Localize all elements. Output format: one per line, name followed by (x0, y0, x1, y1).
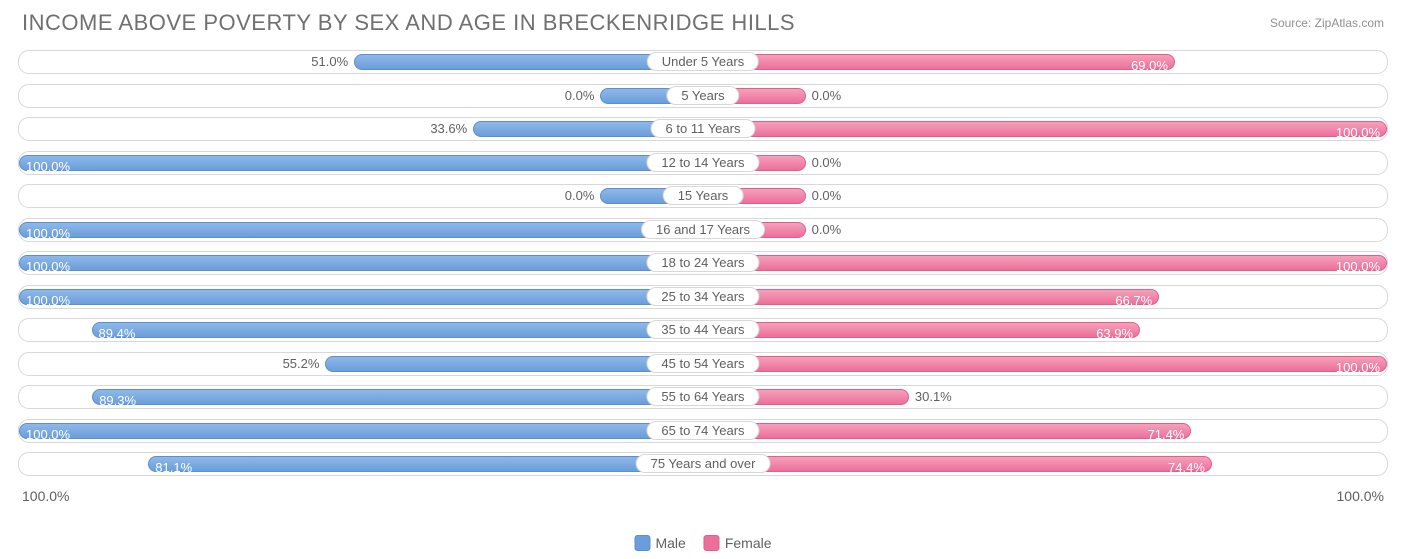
male-value: 100.0% (26, 226, 70, 241)
legend-female: Female (704, 535, 772, 551)
legend-female-label: Female (725, 535, 772, 551)
male-value: 0.0% (565, 88, 595, 103)
category-label: 35 to 44 Years (646, 320, 759, 339)
chart-row: 81.1% 74.4% 75 Years and over (18, 452, 1388, 476)
chart-row: 55.2% 100.0% 45 to 54 Years (18, 352, 1388, 376)
male-bar: 89.4% (92, 322, 703, 338)
male-swatch (634, 535, 650, 551)
female-value: 100.0% (1336, 125, 1380, 140)
chart-row: 89.3% 30.1% 55 to 64 Years (18, 385, 1388, 409)
male-bar: 100.0% (19, 155, 703, 171)
chart-row: 100.0% 71.4% 65 to 74 Years (18, 419, 1388, 443)
axis-left-label: 100.0% (22, 488, 69, 504)
category-label: 75 Years and over (636, 454, 771, 473)
x-axis: 100.0% 100.0% (18, 486, 1388, 506)
male-bar: 100.0% (19, 222, 703, 238)
chart-row: 0.0% 0.0% 5 Years (18, 84, 1388, 108)
male-value: 89.4% (99, 326, 136, 341)
female-value: 100.0% (1336, 360, 1380, 375)
male-value: 55.2% (283, 356, 320, 371)
category-label: 55 to 64 Years (646, 387, 759, 406)
chart-row: 100.0% 100.0% 18 to 24 Years (18, 251, 1388, 275)
chart-row: 0.0% 0.0% 15 Years (18, 184, 1388, 208)
legend: Male Female (634, 535, 771, 551)
category-label: 25 to 34 Years (646, 287, 759, 306)
male-value: 100.0% (26, 259, 70, 274)
category-label: 16 and 17 Years (641, 220, 765, 239)
female-value: 0.0% (812, 222, 842, 237)
female-value: 0.0% (812, 88, 842, 103)
female-value: 100.0% (1336, 259, 1380, 274)
chart-row: 100.0% 0.0% 16 and 17 Years (18, 218, 1388, 242)
female-value: 74.4% (1168, 460, 1205, 475)
female-value: 66.7% (1115, 293, 1152, 308)
category-label: 15 Years (663, 186, 744, 205)
male-bar: 100.0% (19, 423, 703, 439)
male-value: 100.0% (26, 159, 70, 174)
legend-male-label: Male (655, 535, 685, 551)
male-bar: 81.1% (148, 456, 703, 472)
axis-right-label: 100.0% (1337, 488, 1384, 504)
female-swatch (704, 535, 720, 551)
male-bar: 100.0% (19, 289, 703, 305)
category-label: 45 to 54 Years (646, 354, 759, 373)
female-bar: 69.0% (703, 54, 1175, 70)
chart-row: 100.0% 0.0% 12 to 14 Years (18, 151, 1388, 175)
male-value: 33.6% (430, 121, 467, 136)
category-label: 18 to 24 Years (646, 253, 759, 272)
male-bar: 100.0% (19, 255, 703, 271)
female-bar: 100.0% (703, 255, 1387, 271)
female-value: 63.9% (1096, 326, 1133, 341)
male-bar: 89.3% (92, 389, 703, 405)
category-label: 6 to 11 Years (651, 119, 756, 138)
female-bar: 74.4% (703, 456, 1212, 472)
female-bar: 66.7% (703, 289, 1159, 305)
chart-row: 33.6% 100.0% 6 to 11 Years (18, 117, 1388, 141)
male-value: 0.0% (565, 188, 595, 203)
chart-source: Source: ZipAtlas.com (1270, 16, 1384, 30)
legend-male: Male (634, 535, 685, 551)
male-value: 81.1% (155, 460, 192, 475)
female-value: 69.0% (1131, 58, 1168, 73)
female-value: 30.1% (915, 389, 952, 404)
female-bar: 63.9% (703, 322, 1140, 338)
chart-row: 100.0% 66.7% 25 to 34 Years (18, 285, 1388, 309)
chart-row: 89.4% 63.9% 35 to 44 Years (18, 318, 1388, 342)
female-bar: 100.0% (703, 121, 1387, 137)
category-label: 5 Years (666, 86, 739, 105)
category-label: Under 5 Years (647, 52, 759, 71)
chart-title: INCOME ABOVE POVERTY BY SEX AND AGE IN B… (22, 10, 795, 36)
male-value: 51.0% (311, 54, 348, 69)
male-value: 100.0% (26, 293, 70, 308)
female-bar: 71.4% (703, 423, 1191, 439)
male-value: 100.0% (26, 427, 70, 442)
category-label: 12 to 14 Years (646, 153, 759, 172)
female-value: 0.0% (812, 155, 842, 170)
category-label: 65 to 74 Years (646, 421, 759, 440)
female-value: 71.4% (1148, 427, 1185, 442)
diverging-bar-chart: 51.0% 69.0% Under 5 Years 0.0% 0.0% 5 Years 33… (0, 44, 1406, 476)
female-value: 0.0% (812, 188, 842, 203)
chart-row: 51.0% 69.0% Under 5 Years (18, 50, 1388, 74)
male-value: 89.3% (99, 393, 136, 408)
female-bar: 100.0% (703, 356, 1387, 372)
